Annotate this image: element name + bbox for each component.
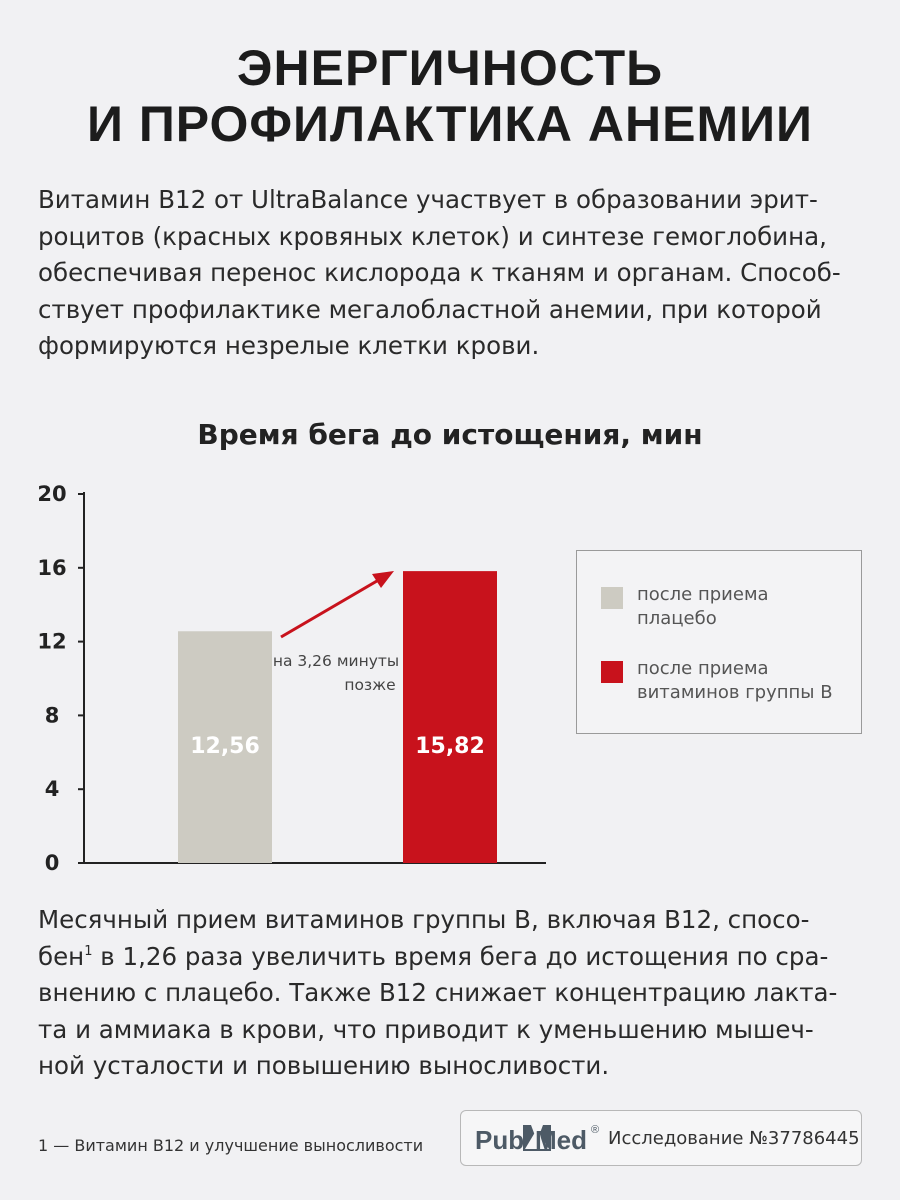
y-tick-label: 16 [37,556,66,580]
y-tick-label: 0 [45,851,60,875]
chart-legend: после приема плацебо после приема витами… [576,550,862,734]
pubmed-book-page [525,1129,549,1149]
legend-label-line: плацебо [637,608,717,629]
outro-line: Месячный прием витаминов группы B, включ… [38,905,810,934]
intro-paragraph: Витамин B12 от UltraBalance участвует в … [38,182,862,365]
annotation-text: позже [344,676,395,694]
arrowhead-icon [372,571,394,588]
bar-2 [403,571,497,863]
title-line-2: И ПРОФИЛАКТИКА АНЕМИИ [86,96,813,152]
legend-label-line: витаминов группы B [637,682,833,703]
intro-line: роцитов (красных кровяных клеток) и синт… [38,221,827,251]
title-line-1: ЭНЕРГИЧНОСТЬ [236,40,664,96]
intro-line: ствует профилактике мегалобластной анеми… [38,294,822,324]
legend-label-line: после приема [637,658,769,679]
annotation-text: на 3,26 минуты [273,652,399,670]
bar-1 [178,631,272,863]
intro-line: Витамин B12 от UltraBalance участвует в … [38,185,818,214]
legend-label-placebo: после приема плацебо [637,583,867,631]
y-tick-label: 4 [45,777,60,801]
footnote-ref: 1 [84,943,93,959]
y-tick-label: 8 [45,703,60,727]
legend-swatch-vitamins [601,661,623,683]
pubmed-logo: Pub Med ® [475,1124,599,1155]
legend-label-line: после приема [637,584,769,605]
y-tick-label: 12 [37,630,66,654]
legend-swatch-placebo [601,587,623,609]
outro-paragraph: Месячный прием витаминов группы B, включ… [38,902,862,1085]
source-badge: Pub Med ® Исследование №37786445 [460,1110,862,1166]
outro-text: бен [38,941,85,971]
intro-line: обеспечивая перенос кислорода к тканям и… [38,258,841,287]
intro-line: формируются незрелые клетки крови. [38,331,540,360]
outro-line: внению с плацебо. Также B12 снижает конц… [38,978,838,1007]
legend-label-vitamins: после приема витаминов группы B [637,657,867,705]
study-number: Исследование №37786445 [608,1128,860,1149]
annotation-arrow [280,576,383,639]
pubmed-logo-text: Pub [475,1125,524,1155]
outro-line: бен1 в 1,26 раза увеличить время бега до… [38,939,862,976]
outro-text: в 1,26 раза увеличить время бега до исто… [92,941,829,971]
y-tick-label: 20 [37,482,66,506]
outro-line: та и аммиака в крови, что приводит к уме… [38,1014,814,1044]
registered-mark: ® [591,1124,599,1136]
outro-line: ной усталости и повышению выносливости. [38,1051,610,1080]
bar-chart: 0 4 8 12 16 20 12,56 15,82 на 3,26 минуты позже [37,482,546,875]
bar-value-label: 12,56 [190,734,260,759]
chart-title: Время бега до истощения, мин [197,418,703,451]
pubmed-logo-text: Med [535,1125,587,1155]
page-title: ЭНЕРГИЧНОСТЬ И ПРОФИЛАКТИКА АНЕМИИ [0,40,900,152]
footnote: 1 — Витамин B12 и улучшение выносливости [38,1136,424,1155]
bar-value-label: 15,82 [415,734,485,759]
